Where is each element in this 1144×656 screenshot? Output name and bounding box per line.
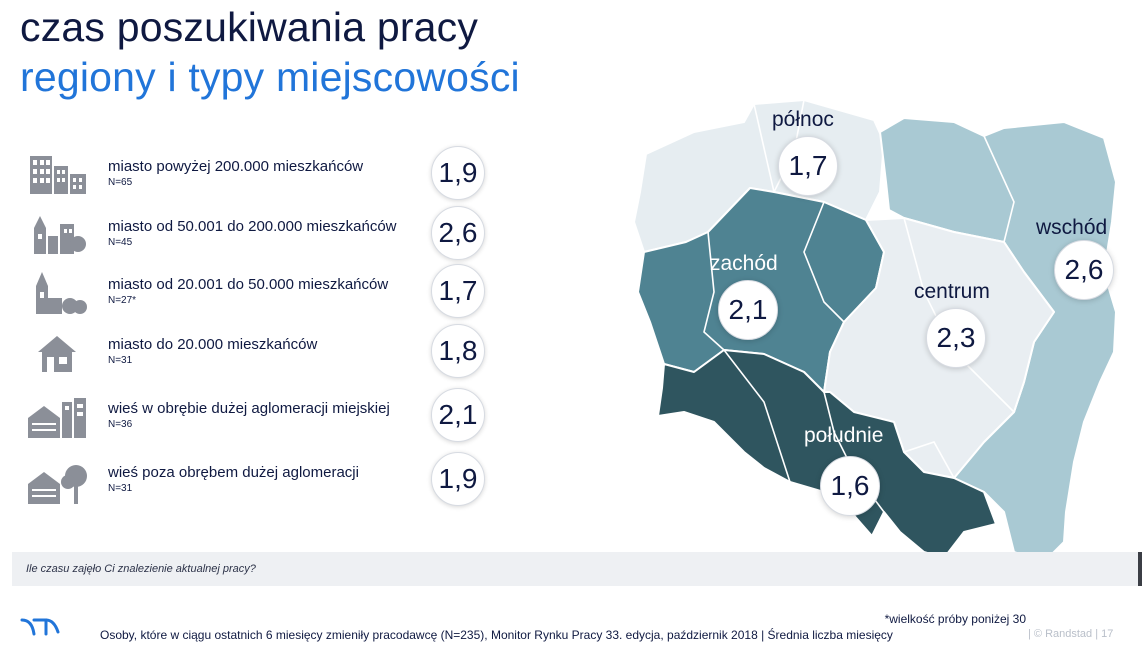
value-bubble: 1,7	[431, 264, 485, 318]
list-item: miasto powyżej 200.000 mieszkańców N=65 …	[22, 144, 492, 204]
row-label: wieś poza obrębem dużej aglomeracji	[108, 464, 359, 481]
region-label-south: południe	[804, 424, 884, 447]
map-svg	[633, 99, 1117, 563]
list-item: wieś poza obrębem dużej aglomeracji N=31…	[22, 450, 492, 510]
list-item: miasto od 50.001 do 200.000 mieszkańców …	[22, 204, 492, 264]
region-label-west: zachód	[710, 252, 778, 275]
region-shapes	[633, 99, 1117, 563]
row-label: miasto od 50.001 do 200.000 mieszkańców	[108, 218, 397, 235]
row-sample-size: N=65	[108, 177, 133, 188]
row-sample-size: N=31	[108, 483, 133, 494]
poland-region-map: północ 1,7 wschód 2,6 zachód 2,1 centrum…	[604, 92, 1144, 582]
region-value-south: 1,6	[820, 456, 880, 516]
region-south-shape	[657, 349, 997, 559]
page-subtitle: regiony i typy miejscowości	[20, 54, 520, 100]
source-text: Osoby, które w ciągu ostatnich 6 miesięc…	[100, 628, 893, 642]
list-item: wieś w obrębie dużej aglomeracji miejski…	[22, 386, 492, 446]
region-border	[753, 103, 775, 193]
row-sample-size: N=45	[108, 237, 133, 248]
page-title: czas poszukiwania pracy	[20, 4, 479, 50]
sample-size-note: *wielkość próby poniżej 30	[884, 612, 1026, 626]
barn-and-tree-icon	[28, 465, 87, 504]
value-bubble: 1,9	[431, 452, 485, 506]
scroll-edge-marker	[1138, 552, 1142, 586]
region-border	[983, 135, 1015, 243]
region-border	[723, 349, 791, 483]
region-label-east: wschód	[1036, 216, 1108, 239]
row-sample-size: N=31	[108, 355, 133, 366]
region-value-east: 2,6	[1054, 240, 1114, 300]
value-bubble: 1,9	[431, 146, 485, 200]
row-label: miasto od 20.001 do 50.000 mieszkańców	[108, 276, 389, 293]
row-label: miasto do 20.000 mieszkańców	[108, 336, 318, 353]
city-buildings-icon	[30, 156, 86, 194]
region-border	[903, 441, 955, 479]
survey-question: Ile czasu zajęło Ci znalezienie aktualne…	[26, 563, 256, 575]
region-label-north: północ	[772, 108, 834, 131]
list-item: miasto do 20.000 mieszkańców N=31 1,8	[22, 322, 492, 382]
church-town-icon	[36, 272, 87, 314]
value-bubble: 2,1	[431, 388, 485, 442]
region-value-center: 2,3	[926, 308, 986, 368]
list-item: miasto od 20.001 do 50.000 mieszkańców N…	[22, 262, 492, 322]
region-border	[803, 201, 845, 323]
randstad-logo-icon	[20, 618, 60, 636]
brand-and-page-number: | © Randstad | 17	[1028, 628, 1114, 640]
town-icon	[34, 216, 86, 254]
question-bar: Ile czasu zajęło Ci znalezienie aktualne…	[12, 552, 1138, 586]
region-border	[703, 231, 725, 351]
row-sample-size: N=36	[108, 419, 133, 430]
region-value-west: 2,1	[718, 280, 778, 340]
value-bubble: 2,6	[431, 206, 485, 260]
value-bubble: 1,8	[431, 324, 485, 378]
row-label: miasto powyżej 200.000 mieszkańców	[108, 158, 364, 175]
barn-and-buildings-icon	[28, 398, 86, 438]
row-label: wieś w obrębie dużej aglomeracji miejski…	[108, 400, 390, 417]
region-label-center: centrum	[914, 280, 990, 303]
house-icon	[38, 336, 76, 372]
region-value-north: 1,7	[778, 136, 838, 196]
row-sample-size: N=27*	[108, 295, 137, 306]
